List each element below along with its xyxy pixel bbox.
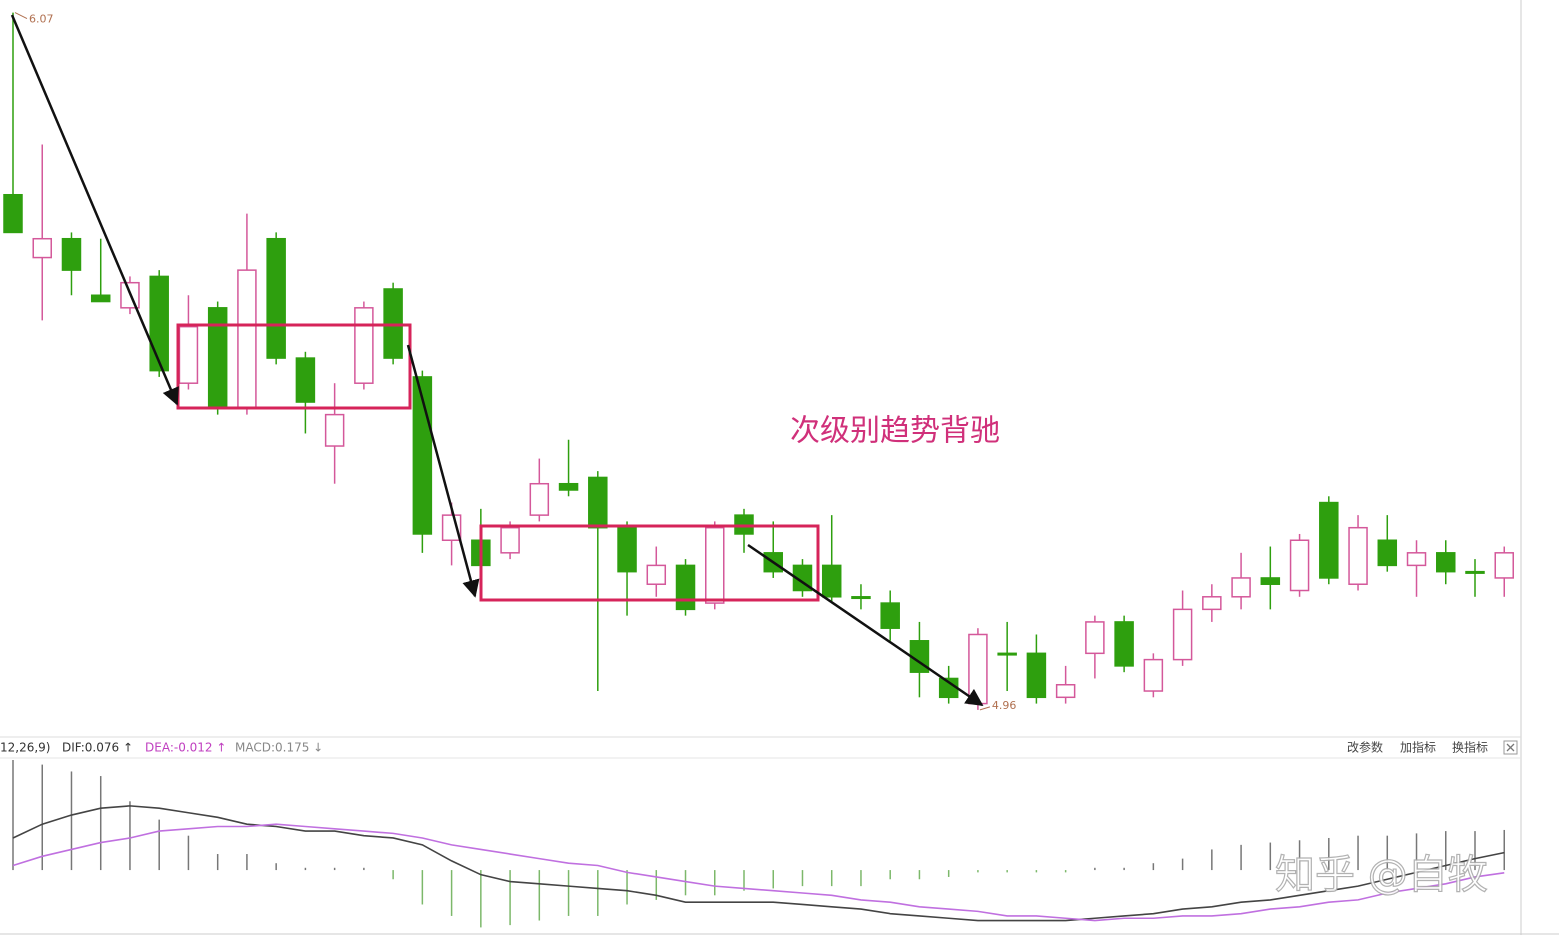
low-pointer bbox=[979, 706, 991, 711]
candle-body bbox=[149, 275, 169, 372]
candle-body bbox=[968, 633, 988, 705]
candle-body bbox=[324, 413, 345, 447]
candle-body bbox=[675, 564, 696, 611]
annotation-text: 次级别趋势背驰 bbox=[790, 414, 1000, 449]
legend-entry: DEA:-0.012 ↑ bbox=[145, 741, 226, 755]
candle-body bbox=[207, 307, 228, 410]
candle-body bbox=[997, 652, 1017, 656]
legend-entry: MACD:0.175 ↓ bbox=[235, 741, 323, 755]
candle-body bbox=[237, 269, 257, 410]
candle-body bbox=[1055, 683, 1076, 699]
candle-body bbox=[1348, 526, 1368, 585]
candle-body bbox=[705, 526, 725, 604]
macd-line bbox=[12, 823, 1505, 922]
candle-body bbox=[61, 237, 82, 271]
candle-body bbox=[821, 564, 842, 598]
trend-arrow bbox=[10, 14, 179, 406]
candle-body bbox=[1377, 539, 1398, 567]
candle-body bbox=[178, 325, 199, 384]
candle-body bbox=[90, 294, 111, 303]
toolbar: 改参数 加指标 换指标 bbox=[1347, 740, 1518, 755]
candle-body bbox=[1026, 652, 1047, 699]
candle-body bbox=[354, 307, 374, 384]
candle-body bbox=[266, 237, 286, 359]
candle-body bbox=[3, 193, 23, 234]
candle-body bbox=[1231, 577, 1251, 598]
high-pointer bbox=[14, 12, 28, 20]
toolbar-button[interactable]: 换指标 bbox=[1452, 740, 1488, 755]
toolbar-button[interactable]: 改参数 bbox=[1347, 740, 1383, 755]
candle-body bbox=[1289, 539, 1310, 592]
candle-body bbox=[1085, 621, 1105, 655]
close-button[interactable] bbox=[1503, 740, 1518, 755]
candle-body bbox=[1143, 658, 1164, 692]
pivot-box bbox=[176, 323, 412, 410]
candle-body bbox=[617, 526, 637, 573]
candle-body bbox=[1172, 608, 1193, 661]
pivot-box bbox=[479, 524, 820, 602]
candle-body bbox=[1260, 577, 1281, 585]
candle-body bbox=[1202, 596, 1222, 611]
toolbar-button[interactable]: 加指标 bbox=[1400, 740, 1436, 755]
candle-body bbox=[500, 526, 520, 554]
candle-body bbox=[1465, 570, 1485, 574]
macd-panel: 12,26,9) DIF:0.076 ↑ DEA:-0.012 ↑ MACD:0.17… bbox=[0, 741, 1505, 928]
candle-body bbox=[295, 357, 316, 403]
candle-body bbox=[1114, 621, 1134, 667]
price-panel: 6.07 4.96 bbox=[3, 12, 1514, 712]
trend-arrow bbox=[747, 543, 984, 707]
candle-body bbox=[1406, 552, 1427, 567]
candle-body bbox=[1319, 501, 1339, 579]
legend-entry: 12,26,9) bbox=[0, 741, 50, 755]
high-label: 6.07 bbox=[29, 13, 54, 26]
watermark: 知乎 @自牧 bbox=[1275, 852, 1488, 898]
trend-arrow bbox=[406, 344, 480, 598]
candle-body bbox=[880, 602, 900, 629]
candle-body bbox=[851, 596, 871, 600]
candle-body bbox=[1494, 552, 1514, 579]
candle-body bbox=[588, 476, 608, 529]
candle-body bbox=[1436, 552, 1456, 573]
low-label: 4.96 bbox=[992, 699, 1017, 712]
close-icon[interactable] bbox=[1506, 743, 1515, 752]
candle-body bbox=[32, 237, 52, 259]
legend-entry: DIF:0.076 ↑ bbox=[62, 741, 133, 755]
candle-body bbox=[558, 482, 579, 491]
candle-body bbox=[529, 482, 550, 516]
annotations: 次级别趋势背驰 bbox=[10, 14, 1000, 707]
candle-body bbox=[646, 564, 667, 585]
